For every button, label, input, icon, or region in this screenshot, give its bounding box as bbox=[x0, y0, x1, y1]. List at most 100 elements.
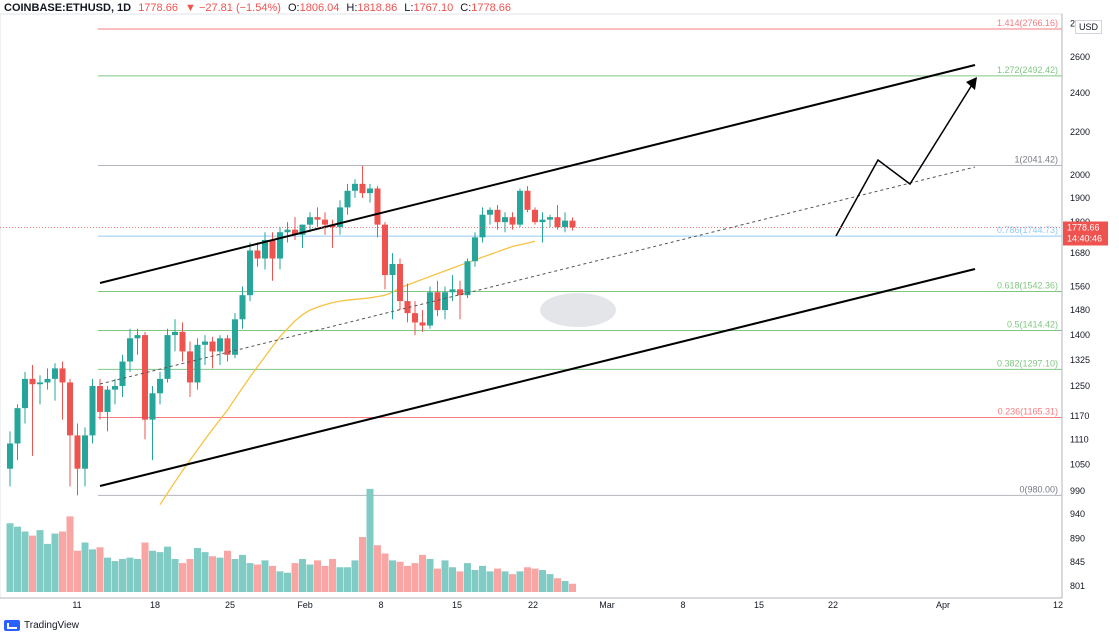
footer: TradingView bbox=[4, 620, 79, 631]
volume-bar bbox=[284, 572, 291, 592]
volume-bar bbox=[201, 552, 209, 592]
volume-bar bbox=[51, 533, 59, 592]
candle-body bbox=[374, 188, 381, 225]
fib-level-label: 0.618(1542.36) bbox=[997, 281, 1058, 291]
volume-bar bbox=[411, 563, 419, 592]
y-tick-label: 1110 bbox=[1070, 434, 1089, 444]
last-price: 1778.66 bbox=[138, 2, 178, 14]
candle-body bbox=[382, 224, 388, 276]
x-tick-label: Mar bbox=[599, 600, 615, 610]
tradingview-logo-icon bbox=[4, 620, 20, 631]
volume-bar bbox=[21, 531, 29, 592]
candle-body bbox=[502, 217, 508, 223]
volume-bar bbox=[344, 567, 351, 592]
volume-bar bbox=[269, 565, 276, 592]
candle-body bbox=[232, 319, 238, 355]
volume-bar bbox=[396, 561, 404, 592]
y-tick-label: 1325 bbox=[1070, 355, 1090, 365]
y-tick-label: 890 bbox=[1070, 534, 1085, 544]
candle-body bbox=[337, 207, 343, 228]
volume-bar bbox=[186, 559, 194, 592]
candle-body bbox=[262, 239, 268, 259]
candle-body bbox=[539, 219, 546, 223]
candle-body bbox=[442, 292, 448, 311]
candle-body bbox=[449, 289, 456, 293]
volume-bar bbox=[389, 560, 396, 592]
change-value: ▼ −27.81 (−1.54%) bbox=[185, 2, 281, 14]
high-value: 1818.86 bbox=[357, 2, 398, 14]
x-tick-label: 15 bbox=[754, 600, 764, 610]
candle-body bbox=[487, 209, 493, 215]
volume-bar bbox=[464, 563, 471, 592]
candle-body bbox=[149, 393, 156, 420]
volume-bar bbox=[59, 531, 66, 592]
volume-bar bbox=[479, 565, 486, 592]
volume-bar bbox=[44, 543, 51, 592]
brand-label: TradingView bbox=[24, 620, 80, 631]
candle-body bbox=[427, 292, 433, 326]
candle-body bbox=[554, 217, 561, 228]
currency-label[interactable]: USD bbox=[1075, 20, 1103, 34]
volume-bar bbox=[434, 568, 441, 592]
volume-bar bbox=[359, 537, 366, 592]
volume-bar bbox=[441, 560, 449, 592]
candle-body bbox=[397, 263, 403, 302]
candle-body bbox=[352, 183, 358, 191]
y-tick-label: 1170 bbox=[1070, 411, 1089, 421]
x-tick-label: Feb bbox=[297, 600, 313, 610]
volume-bar bbox=[546, 574, 554, 592]
candle-body bbox=[277, 232, 283, 259]
volume-bar bbox=[374, 545, 381, 592]
symbol-label[interactable]: COINBASE:ETHUSD, 1D bbox=[4, 2, 132, 14]
fib-level-label: 0.236(1165.31) bbox=[998, 407, 1058, 417]
volume-bar bbox=[449, 567, 456, 592]
volume-bar bbox=[351, 560, 359, 592]
volume-bar bbox=[179, 563, 186, 592]
candle-body bbox=[194, 344, 201, 383]
candle-body bbox=[524, 190, 531, 210]
price-tag-timer: 14:40:46 bbox=[1067, 233, 1102, 243]
volume-bar bbox=[456, 571, 464, 592]
candle-body bbox=[119, 361, 126, 387]
volume-bar bbox=[516, 571, 524, 592]
candle-body bbox=[307, 217, 313, 225]
candle-body bbox=[217, 338, 223, 352]
x-tick-label: 11 bbox=[72, 600, 81, 610]
candle-body bbox=[292, 229, 298, 235]
volume-bar bbox=[74, 550, 81, 592]
volume-bar bbox=[141, 542, 149, 592]
consolidation-highlight bbox=[540, 293, 616, 327]
volume-bar bbox=[231, 559, 239, 592]
y-tick-label: 1900 bbox=[1070, 193, 1090, 203]
volume-bar bbox=[156, 552, 164, 592]
volume-bar bbox=[246, 563, 254, 592]
y-tick-label: 990 bbox=[1070, 486, 1085, 496]
price-tag-box bbox=[1063, 221, 1108, 246]
candle-body bbox=[322, 219, 328, 225]
candle-body bbox=[67, 382, 73, 436]
y-tick-label: 1480 bbox=[1070, 305, 1090, 315]
volume-bar bbox=[336, 567, 344, 592]
candle-body bbox=[142, 335, 148, 420]
high-label: H: bbox=[346, 2, 358, 14]
volume-bar bbox=[66, 516, 74, 592]
x-tick-label: 15 bbox=[452, 600, 462, 610]
candle-body bbox=[517, 190, 523, 225]
candle-body bbox=[187, 351, 193, 383]
volume-bar bbox=[36, 530, 44, 592]
x-tick-label: 12 bbox=[1053, 600, 1063, 610]
volume-bar bbox=[501, 571, 509, 592]
candle-body bbox=[239, 295, 246, 320]
volume-bar bbox=[96, 547, 104, 592]
close-value: 1778.66 bbox=[471, 2, 512, 14]
projection-arrow-head bbox=[966, 77, 977, 90]
volume-bar bbox=[216, 557, 224, 592]
close-label: C: bbox=[460, 2, 472, 14]
candle-body bbox=[457, 289, 463, 296]
x-tick-label: Apr bbox=[936, 600, 950, 610]
y-tick-label: 940 bbox=[1070, 509, 1085, 519]
fib-level-label: 0.5(1414.42) bbox=[1007, 319, 1058, 329]
volume-bar bbox=[111, 561, 119, 592]
candle-body bbox=[22, 378, 28, 409]
